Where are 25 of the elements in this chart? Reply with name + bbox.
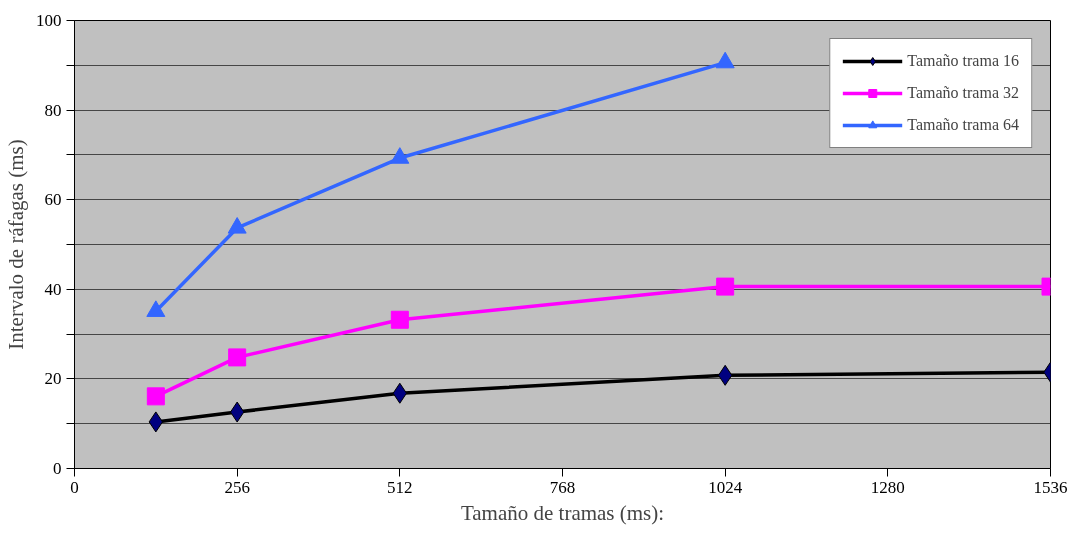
point: [390, 310, 409, 329]
y-tick-label: 20: [44, 369, 62, 389]
point: [390, 147, 410, 164]
point: [228, 348, 247, 367]
x-tick-label: 256: [224, 477, 250, 497]
legend-label: Tamaño trama 64: [907, 116, 1019, 134]
x-tick-label: 512: [387, 477, 413, 497]
point: [227, 217, 247, 234]
x-tick-label: 768: [549, 477, 576, 497]
point: [715, 51, 735, 69]
y-tick-label: 0: [53, 459, 62, 478]
x-tick-label: 1280: [870, 477, 905, 497]
legend-label: Tamaño trama 16: [907, 52, 1019, 70]
y-tick-label: 80: [44, 100, 62, 120]
y-tick-label: 40: [44, 279, 62, 299]
legend-label: Tamaño trama 32: [907, 84, 1019, 102]
y-tick-label: 100: [36, 11, 62, 30]
y-tick-label: 60: [44, 190, 62, 210]
point: [716, 277, 735, 296]
y-axis-title: Intervalo de ráfagas (ms): [4, 139, 28, 350]
x-tick-label: 0: [70, 477, 79, 497]
x-axis-title: Tamaño de tramas (ms):: [460, 500, 665, 525]
x-tick-label: 1536: [1033, 477, 1068, 497]
point: [146, 387, 165, 406]
x-tick-label: 1024: [708, 477, 743, 497]
